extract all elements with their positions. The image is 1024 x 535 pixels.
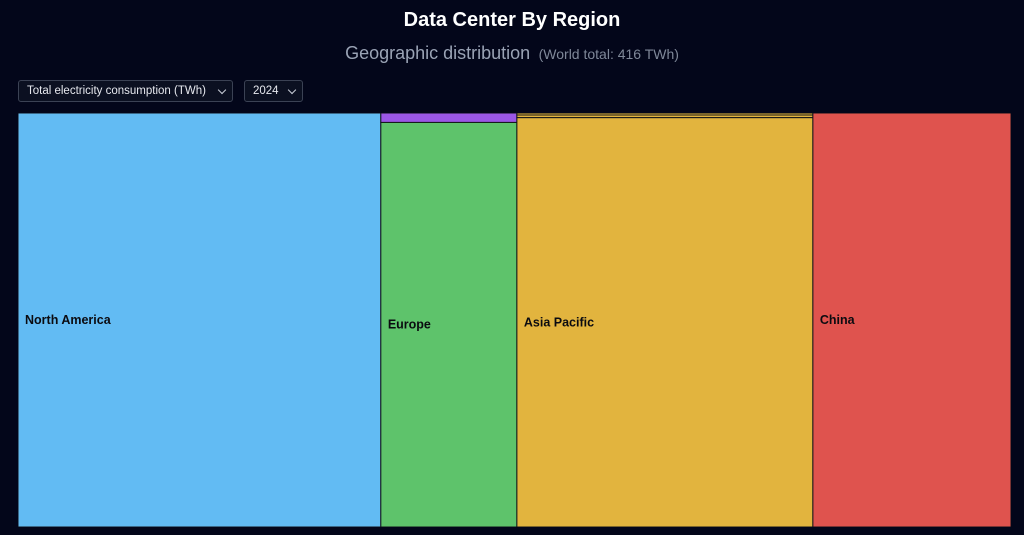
subtitle-row: Geographic distribution (World total: 41… [0,41,1024,67]
treemap-tile[interactable] [812,113,1011,527]
world-total-note: (World total: 416 TWh) [538,46,679,62]
treemap-tile-label: China [820,313,856,327]
treemap-tile-label: Asia Pacific [524,315,594,329]
treemap-tile[interactable] [18,113,382,527]
year-select-value: 2024 [253,85,279,97]
treemap-tile-label: North America [25,313,112,327]
page-subtitle: Geographic distribution [345,43,531,63]
chevron-down-icon [217,85,227,95]
treemap-svg: North America Europe Asia Pacific China [18,113,1011,527]
treemap-subtile[interactable] [380,113,518,123]
treemap-tile[interactable] [516,117,814,527]
treemap-chart: North America Europe Asia Pacific China [18,113,1011,527]
metric-select-value: Total electricity consumption (TWh) [27,85,206,97]
metric-select[interactable]: Total electricity consumption (TWh) [18,80,233,102]
treemap-tile[interactable] [380,121,518,527]
treemap-tile-label: Europe [388,318,431,332]
chevron-down-icon [287,85,297,95]
year-select[interactable]: 2024 [244,80,303,102]
page-title: Data Center By Region [403,9,621,31]
